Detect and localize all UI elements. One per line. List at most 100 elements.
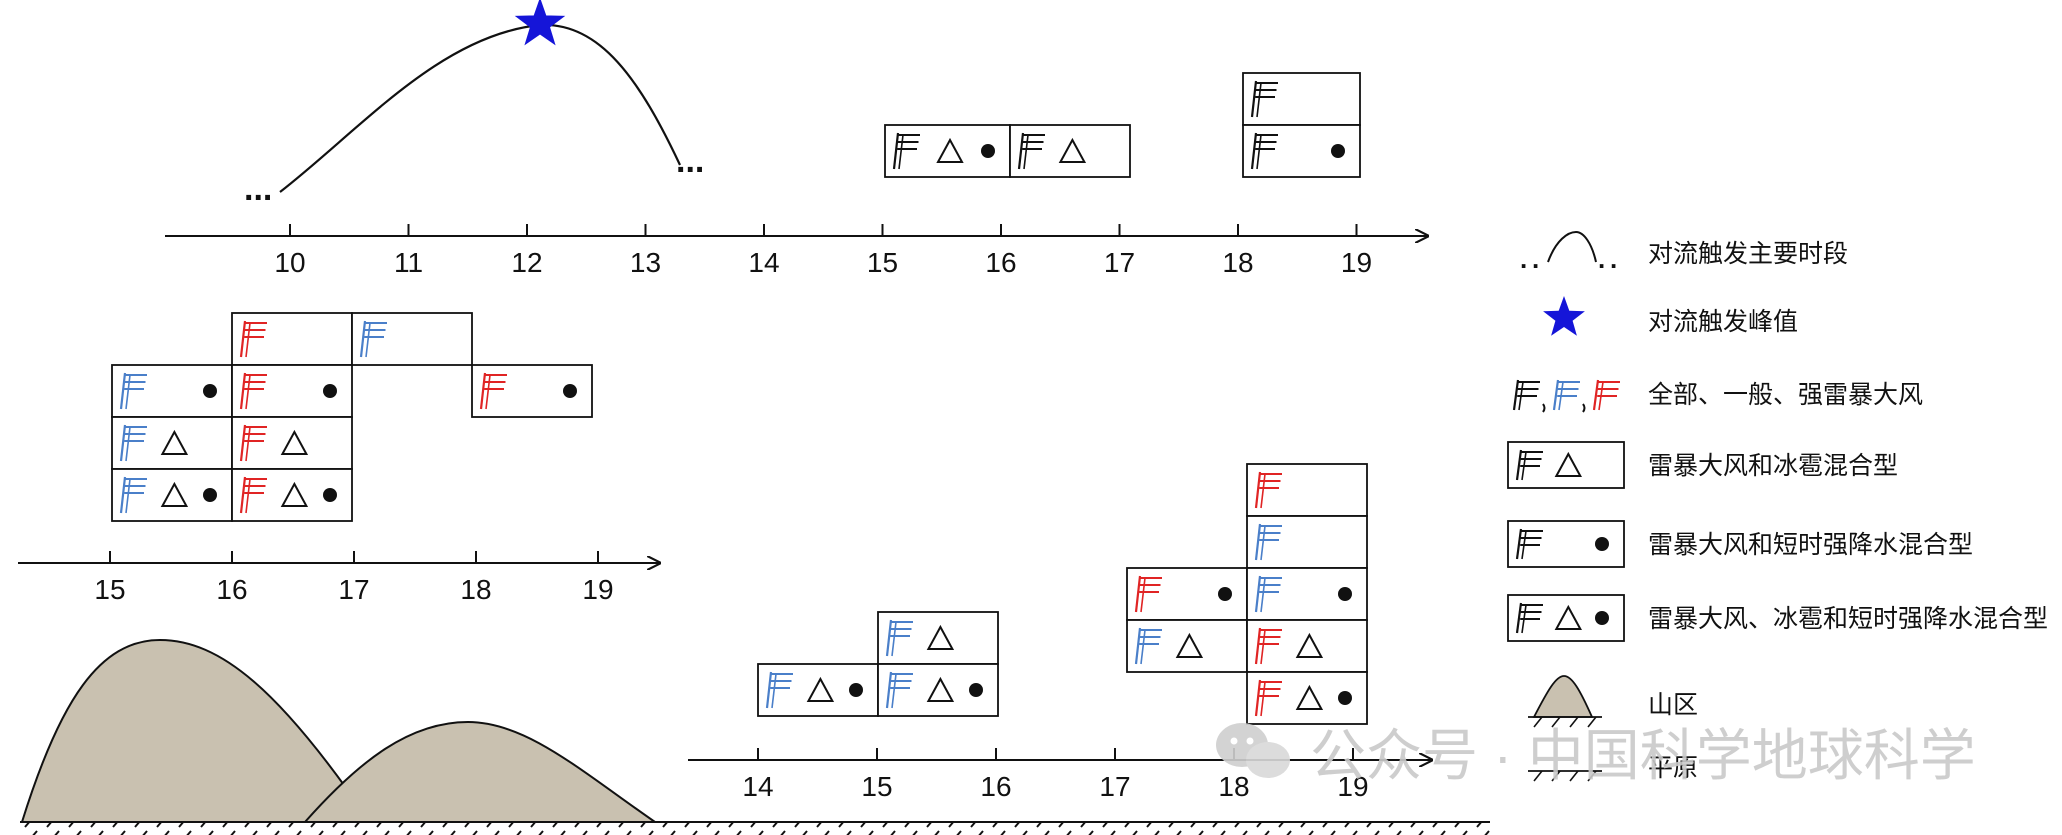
wind-flag-icon	[765, 671, 793, 709]
event-box	[231, 312, 353, 366]
axis-top-tick-label: 16	[985, 247, 1016, 278]
legend-box	[1507, 520, 1625, 568]
event-box	[1246, 463, 1368, 517]
hail-triangle-icon	[1554, 604, 1583, 630]
axis-top-tick-label: 10	[274, 247, 305, 278]
ellipsis-left: ...	[244, 170, 272, 208]
legend-label-wind-rain: 雷暴大风和短时强降水混合型	[1648, 531, 1973, 559]
hail-triangle-icon	[1554, 451, 1583, 477]
wind-flag-icon	[1254, 627, 1282, 665]
event-box	[1246, 619, 1368, 673]
rain-dot-icon	[1331, 144, 1345, 158]
axis-plain-tick-label: 18	[1218, 771, 1249, 802]
wind-flag-icon	[239, 372, 267, 410]
event-box	[884, 124, 1011, 178]
wind-flag-icon	[239, 424, 267, 462]
wind-flag-icon	[1250, 132, 1278, 170]
wind-rain-box-icon	[1507, 520, 1625, 568]
event-box	[231, 416, 353, 470]
legend-box	[1507, 441, 1625, 489]
axis-top: 10 11 12 13 14 15 16 17 18 19	[165, 224, 1428, 278]
wind-flag-icon	[119, 372, 147, 410]
wind-flag-icon	[1515, 449, 1543, 481]
wind-flag-icon	[359, 320, 387, 358]
hail-triangle-icon	[926, 676, 955, 702]
event-boxes	[111, 72, 1368, 725]
axis-top-tick-label: 17	[1104, 247, 1135, 278]
rain-dot-icon	[981, 144, 995, 158]
wind-flag-icon	[1254, 679, 1282, 717]
axis-mountain-tick-label: 18	[460, 574, 491, 605]
hail-triangle-icon	[926, 624, 955, 650]
trigger-curve	[279, 23, 681, 193]
rain-dot-icon	[849, 683, 863, 697]
wind-flag-icon	[239, 476, 267, 514]
event-box	[231, 468, 353, 522]
event-box	[1126, 619, 1248, 673]
legend-label-wind-hail: 雷暴大风和冰雹混合型	[1648, 452, 1898, 480]
axis-plain: 14 15 16 17 18 19	[688, 748, 1432, 802]
axis-mountain-tick-label: 17	[338, 574, 369, 605]
event-box	[1009, 124, 1131, 178]
mountain-icon	[1528, 675, 1602, 728]
wind-flag-icon	[1515, 528, 1543, 560]
rain-dot-icon	[1338, 587, 1352, 601]
legend-label-plain: 平原	[1648, 754, 1698, 782]
convection-curve-icon: . . . .	[1520, 230, 1617, 274]
wind-flag-icon	[1512, 379, 1540, 411]
axis-plain-tick-label: 17	[1099, 771, 1130, 802]
axis-top-tick-label: 15	[867, 247, 898, 278]
hail-triangle-icon	[1175, 632, 1204, 658]
svg-text:.: .	[1610, 244, 1617, 274]
axis-top-tick-label: 19	[1341, 247, 1372, 278]
wind-flag-icon	[885, 671, 913, 709]
wind-flag-icon	[119, 424, 147, 462]
wind-flag-icon	[479, 372, 507, 410]
event-box	[111, 364, 233, 418]
rain-dot-icon	[323, 488, 337, 502]
event-box	[877, 611, 999, 665]
event-box	[111, 468, 233, 522]
axis-top-tick-label: 18	[1222, 247, 1253, 278]
hail-triangle-icon	[806, 676, 835, 702]
event-box	[1126, 567, 1248, 621]
rain-dot-icon	[203, 384, 217, 398]
wechat-icon	[1216, 723, 1290, 778]
hail-triangle-icon	[160, 481, 189, 507]
event-box	[111, 416, 233, 470]
wind-hail-rain-box-icon	[1507, 594, 1625, 642]
axis-mountain: 15 16 17 18 19	[18, 551, 660, 605]
wind-flag-icon	[1250, 80, 1278, 118]
wind-flag-icon	[1592, 379, 1620, 411]
wind-flag-icon	[1254, 523, 1282, 561]
svg-text:.: .	[1520, 244, 1527, 274]
mountain-large	[20, 638, 372, 823]
plain-icon	[1528, 770, 1602, 782]
axis-mountain-tick-label: 15	[94, 574, 125, 605]
rain-dot-icon	[1218, 587, 1232, 601]
rain-dot-icon	[323, 384, 337, 398]
wind-hail-box-icon	[1507, 441, 1625, 489]
axis-plain-tick-label: 19	[1337, 771, 1368, 802]
wind-flag-icon	[1254, 575, 1282, 613]
terrain	[20, 638, 1490, 835]
wind-flag-icon	[119, 476, 147, 514]
wind-flag-icon	[1134, 627, 1162, 665]
hail-triangle-icon	[280, 481, 309, 507]
legend-label-wind-types: 全部、一般、强雷暴大风	[1648, 381, 1923, 409]
axis-mountain-tick-label: 16	[216, 574, 247, 605]
event-box	[1246, 671, 1368, 725]
wind-flag-icon	[239, 320, 267, 358]
wind-flag-icon	[1017, 132, 1045, 170]
wind-flag-icon	[885, 619, 913, 657]
rain-dot-icon	[203, 488, 217, 502]
wind-flag-icon	[1515, 602, 1543, 634]
axis-top-tick-label: 14	[748, 247, 779, 278]
svg-text:.: .	[1598, 244, 1605, 274]
watermark-text: 公众号 · 中国科学地球科学	[1310, 724, 1976, 787]
flag-triple-icon	[1512, 379, 1620, 413]
wind-flag-icon	[1254, 471, 1282, 509]
wind-flag-icon	[892, 132, 920, 170]
axis-mountain-tick-label: 19	[582, 574, 613, 605]
